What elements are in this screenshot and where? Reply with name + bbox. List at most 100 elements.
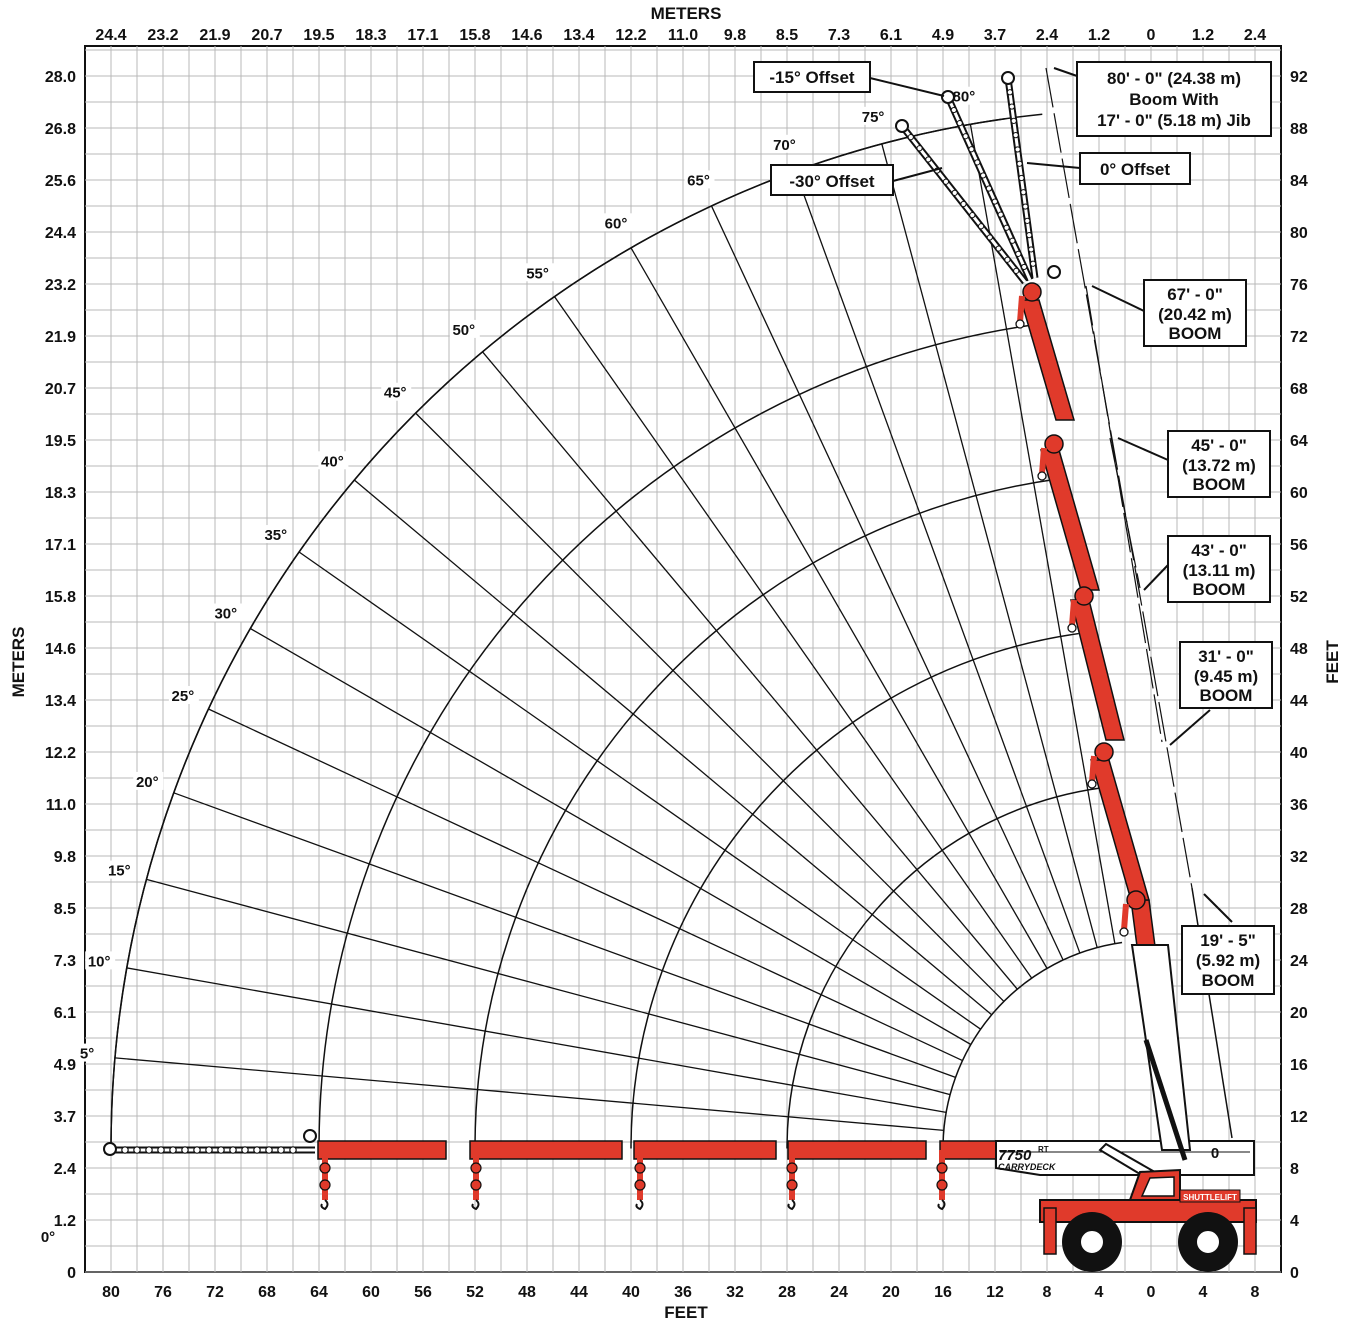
svg-text:-15° Offset: -15° Offset (769, 68, 855, 87)
rear-wheel-hub (1195, 1229, 1221, 1255)
bottom-tick-label: 32 (726, 1284, 744, 1301)
svg-text:(13.72 m): (13.72 m) (1182, 456, 1256, 475)
angle-label: 80° (953, 89, 976, 106)
outrigger-right (1243, 1207, 1257, 1255)
angle-label: 45° (384, 385, 407, 402)
reach-guide-line (1045, 67, 1193, 889)
bottom-tick-label: 36 (674, 1284, 692, 1301)
callout-leaders (869, 67, 1233, 923)
left-tick-label: 15.8 (45, 589, 76, 606)
angle-label: 25° (172, 688, 195, 705)
boom-length-arc (630, 632, 1079, 1149)
right-tick-label: 84 (1290, 173, 1308, 190)
jib-lattice-node (121, 1146, 129, 1154)
jib-lattice-node (950, 106, 957, 114)
left-tick-label: 1.2 (54, 1213, 76, 1230)
jib-tip-sheave (941, 90, 955, 104)
boom-section-28 (787, 1140, 927, 1160)
jib-tip-sheave (895, 119, 909, 133)
hook (937, 1199, 946, 1211)
jib-lattice-node (1022, 203, 1029, 210)
angle-line (146, 878, 951, 1096)
angle-line (969, 124, 1116, 944)
boom-section-52 (469, 1140, 623, 1160)
left-tick-label: 17.1 (45, 537, 76, 554)
jib-lattice-node (217, 1146, 225, 1154)
angle-line (114, 1057, 944, 1132)
left-tick-label: 3.7 (54, 1109, 76, 1126)
left-tick-label: 21.9 (45, 329, 76, 346)
top-tick-label: 8.5 (776, 27, 798, 44)
jib-lattice-node (991, 198, 998, 205)
angle-label-bg (381, 382, 412, 401)
angle-label: 30° (214, 606, 237, 623)
brand-label: SHUTTLELIFT (1183, 1193, 1237, 1202)
raised-hook-block (1089, 755, 1097, 783)
left-tick-label: 9.8 (54, 849, 76, 866)
top-tick-label: 17.1 (407, 27, 438, 44)
angle-label: 40° (321, 453, 344, 470)
right-tick-label: 16 (1290, 1057, 1308, 1074)
bottom-tick-label: 48 (518, 1284, 536, 1301)
right-tick-label: 24 (1290, 953, 1308, 970)
hook-sheave (936, 1179, 948, 1191)
left-tick-label: 7.3 (54, 953, 76, 970)
right-tick-label: 88 (1290, 121, 1308, 138)
angle-lines (114, 124, 1116, 1132)
hook-sheave (634, 1162, 646, 1174)
right-tick-label: 4 (1290, 1213, 1299, 1230)
left-tick-label: 13.4 (45, 693, 76, 710)
right-tick-label: 60 (1290, 485, 1308, 502)
top-tick-label: 3.7 (984, 27, 1006, 44)
jib-lattice-node (977, 223, 985, 230)
left-tick-label: 28.0 (45, 69, 76, 86)
right-tick-label: 20 (1290, 1005, 1308, 1022)
reach-guide-line (1085, 285, 1163, 743)
reach-guide-line (1109, 437, 1141, 589)
jib-lattice-node (277, 1146, 285, 1154)
angle-label: 35° (264, 527, 287, 544)
right-tick-label: 56 (1290, 537, 1308, 554)
jib-lattice (121, 1146, 297, 1154)
left-tick-label: 14.6 (45, 641, 76, 658)
jib-lattice-node (907, 134, 914, 141)
bottom-tick-label: 60 (362, 1284, 380, 1301)
hook-sheave (319, 1179, 331, 1191)
bottom-tick-label: 20 (882, 1284, 900, 1301)
angle-label-bg (602, 213, 632, 232)
right-tick-label: 0 (1290, 1265, 1299, 1282)
top-tick-label: 6.1 (880, 27, 902, 44)
angle-label: 65° (687, 172, 710, 189)
left-tick-label: 12.2 (45, 745, 76, 762)
right-tick-label: 72 (1290, 329, 1308, 346)
jib-lattice-node (985, 185, 993, 192)
angle-line (298, 551, 981, 1030)
top-tick-label: 24.4 (95, 27, 126, 44)
angle-label-bg (211, 603, 242, 622)
angle-line (710, 205, 1064, 961)
horizontal-boom-sections (103, 1129, 997, 1211)
top-tick-label: 7.3 (828, 27, 850, 44)
angle-label-bg (261, 525, 292, 544)
bottom-tick-label: 72 (206, 1284, 224, 1301)
top-tick-label: 2.4 (1036, 27, 1058, 44)
left-tick-label: 25.6 (45, 173, 76, 190)
hook-sheave (786, 1179, 798, 1191)
hook (471, 1199, 480, 1211)
jib-lattice-node (157, 1146, 165, 1154)
angle-line (353, 479, 993, 1016)
jib-root-sheave (303, 1129, 317, 1143)
raised-base-section (1130, 944, 1192, 1151)
angle-label-bg (168, 685, 199, 704)
top-tick-label: 12.2 (615, 27, 646, 44)
hook-sheave (319, 1162, 331, 1174)
left-tick-label: 0 (67, 1265, 76, 1282)
raised-hook-block (1069, 599, 1077, 627)
left-tick-label: 23.2 (45, 277, 76, 294)
jib-lattice-node (1004, 256, 1011, 263)
hook-sheave (936, 1162, 948, 1174)
jib-lattice-node (960, 200, 967, 208)
hook (635, 1199, 644, 1211)
jib-lattice-node (1009, 237, 1016, 244)
